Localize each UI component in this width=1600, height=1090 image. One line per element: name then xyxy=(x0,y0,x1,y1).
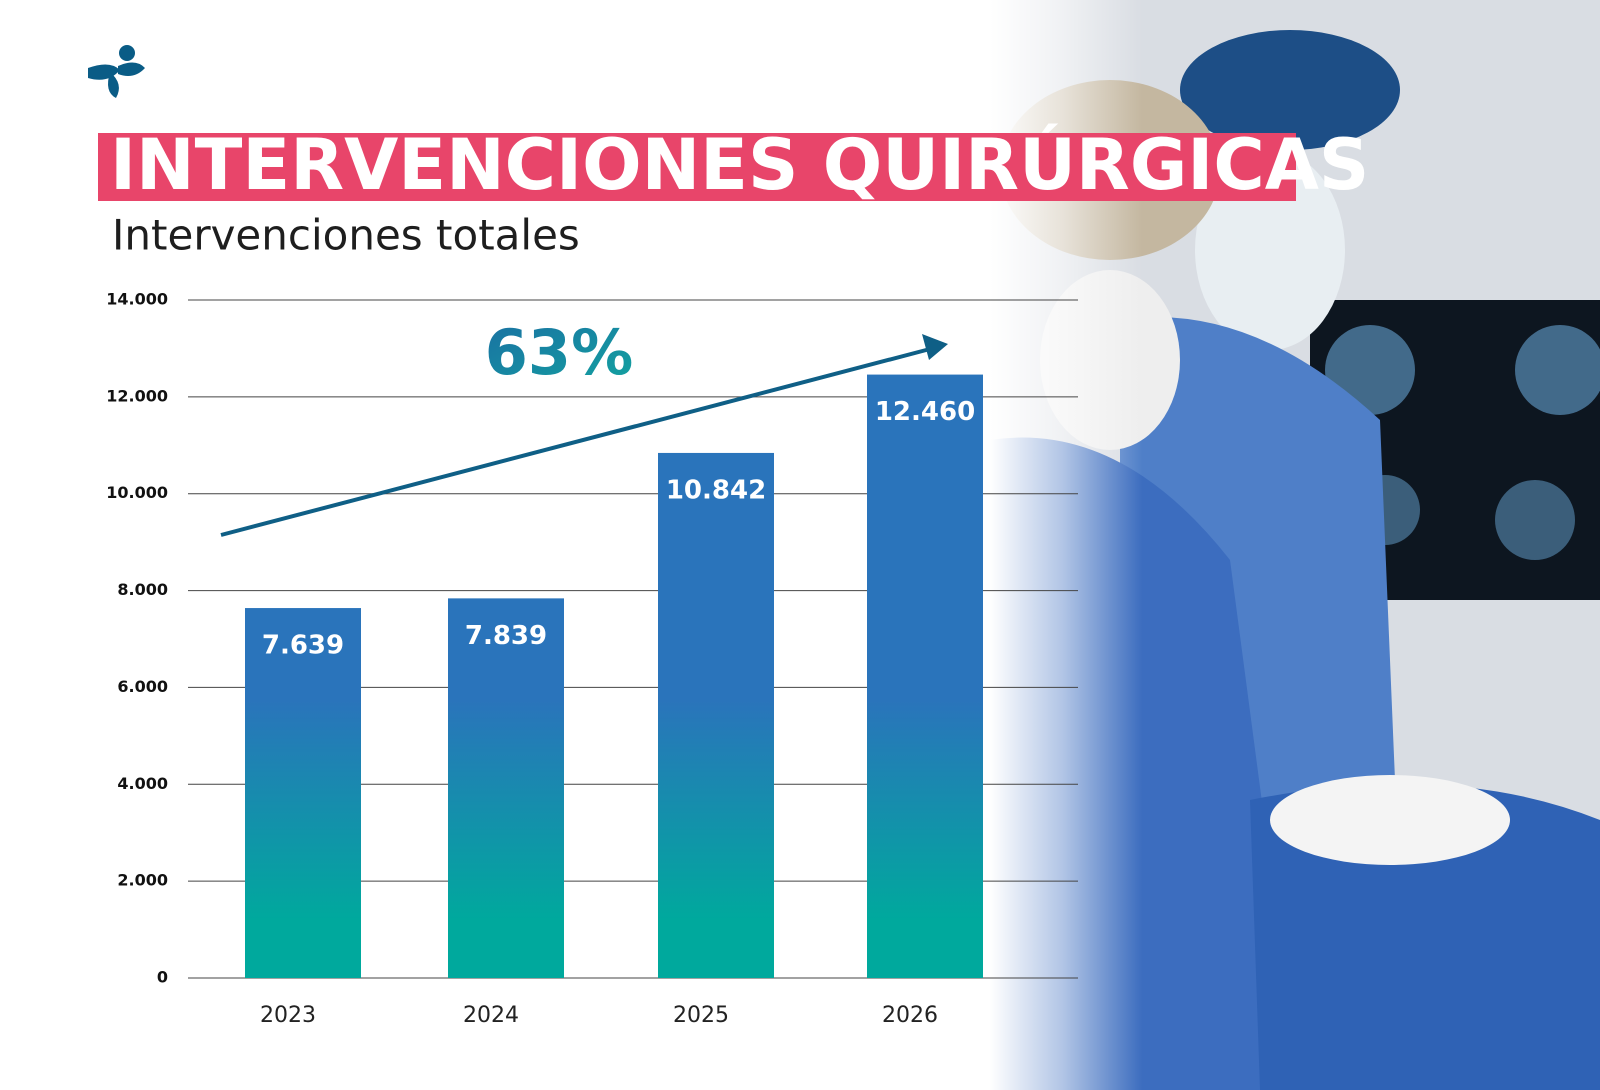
title-band xyxy=(98,133,1296,201)
y-tick-label: 4.000 xyxy=(117,774,168,793)
x-tick-label: 2023 xyxy=(260,1003,316,1028)
value-label: 12.460 xyxy=(875,397,975,427)
annotation: 63% xyxy=(485,316,633,389)
y-tick-label: 14.000 xyxy=(106,290,168,309)
trend-arrow xyxy=(220,347,931,537)
y-tick-label: 0 xyxy=(157,968,168,987)
bar xyxy=(658,452,774,978)
arrow-head xyxy=(922,334,948,360)
value-label: 7.839 xyxy=(465,621,547,651)
x-tick-label: 2026 xyxy=(882,1003,938,1028)
value-label: 7.639 xyxy=(262,631,344,661)
chart-title: INTERVENCIONES QUIRÚRGICAS xyxy=(110,124,1369,206)
y-tick-label: 12.000 xyxy=(106,386,168,405)
y-tick-label: 6.000 xyxy=(117,677,168,696)
x-tick-label: 2025 xyxy=(673,1003,729,1028)
value-label: 10.842 xyxy=(666,475,766,505)
bar xyxy=(245,608,361,978)
logo xyxy=(88,45,145,98)
bar xyxy=(867,374,983,979)
y-tick-label: 8.000 xyxy=(117,580,168,599)
bar xyxy=(448,598,564,978)
plot: 0 2.000 4.000 6.000 8.000 10.000 12.000 14.000 7… xyxy=(106,290,1078,1028)
y-tick-label: 10.000 xyxy=(106,483,168,502)
y-tick-label: 2.000 xyxy=(117,871,168,890)
chart-subtitle: Intervenciones totales xyxy=(112,211,580,260)
x-tick-label: 2024 xyxy=(463,1003,519,1028)
